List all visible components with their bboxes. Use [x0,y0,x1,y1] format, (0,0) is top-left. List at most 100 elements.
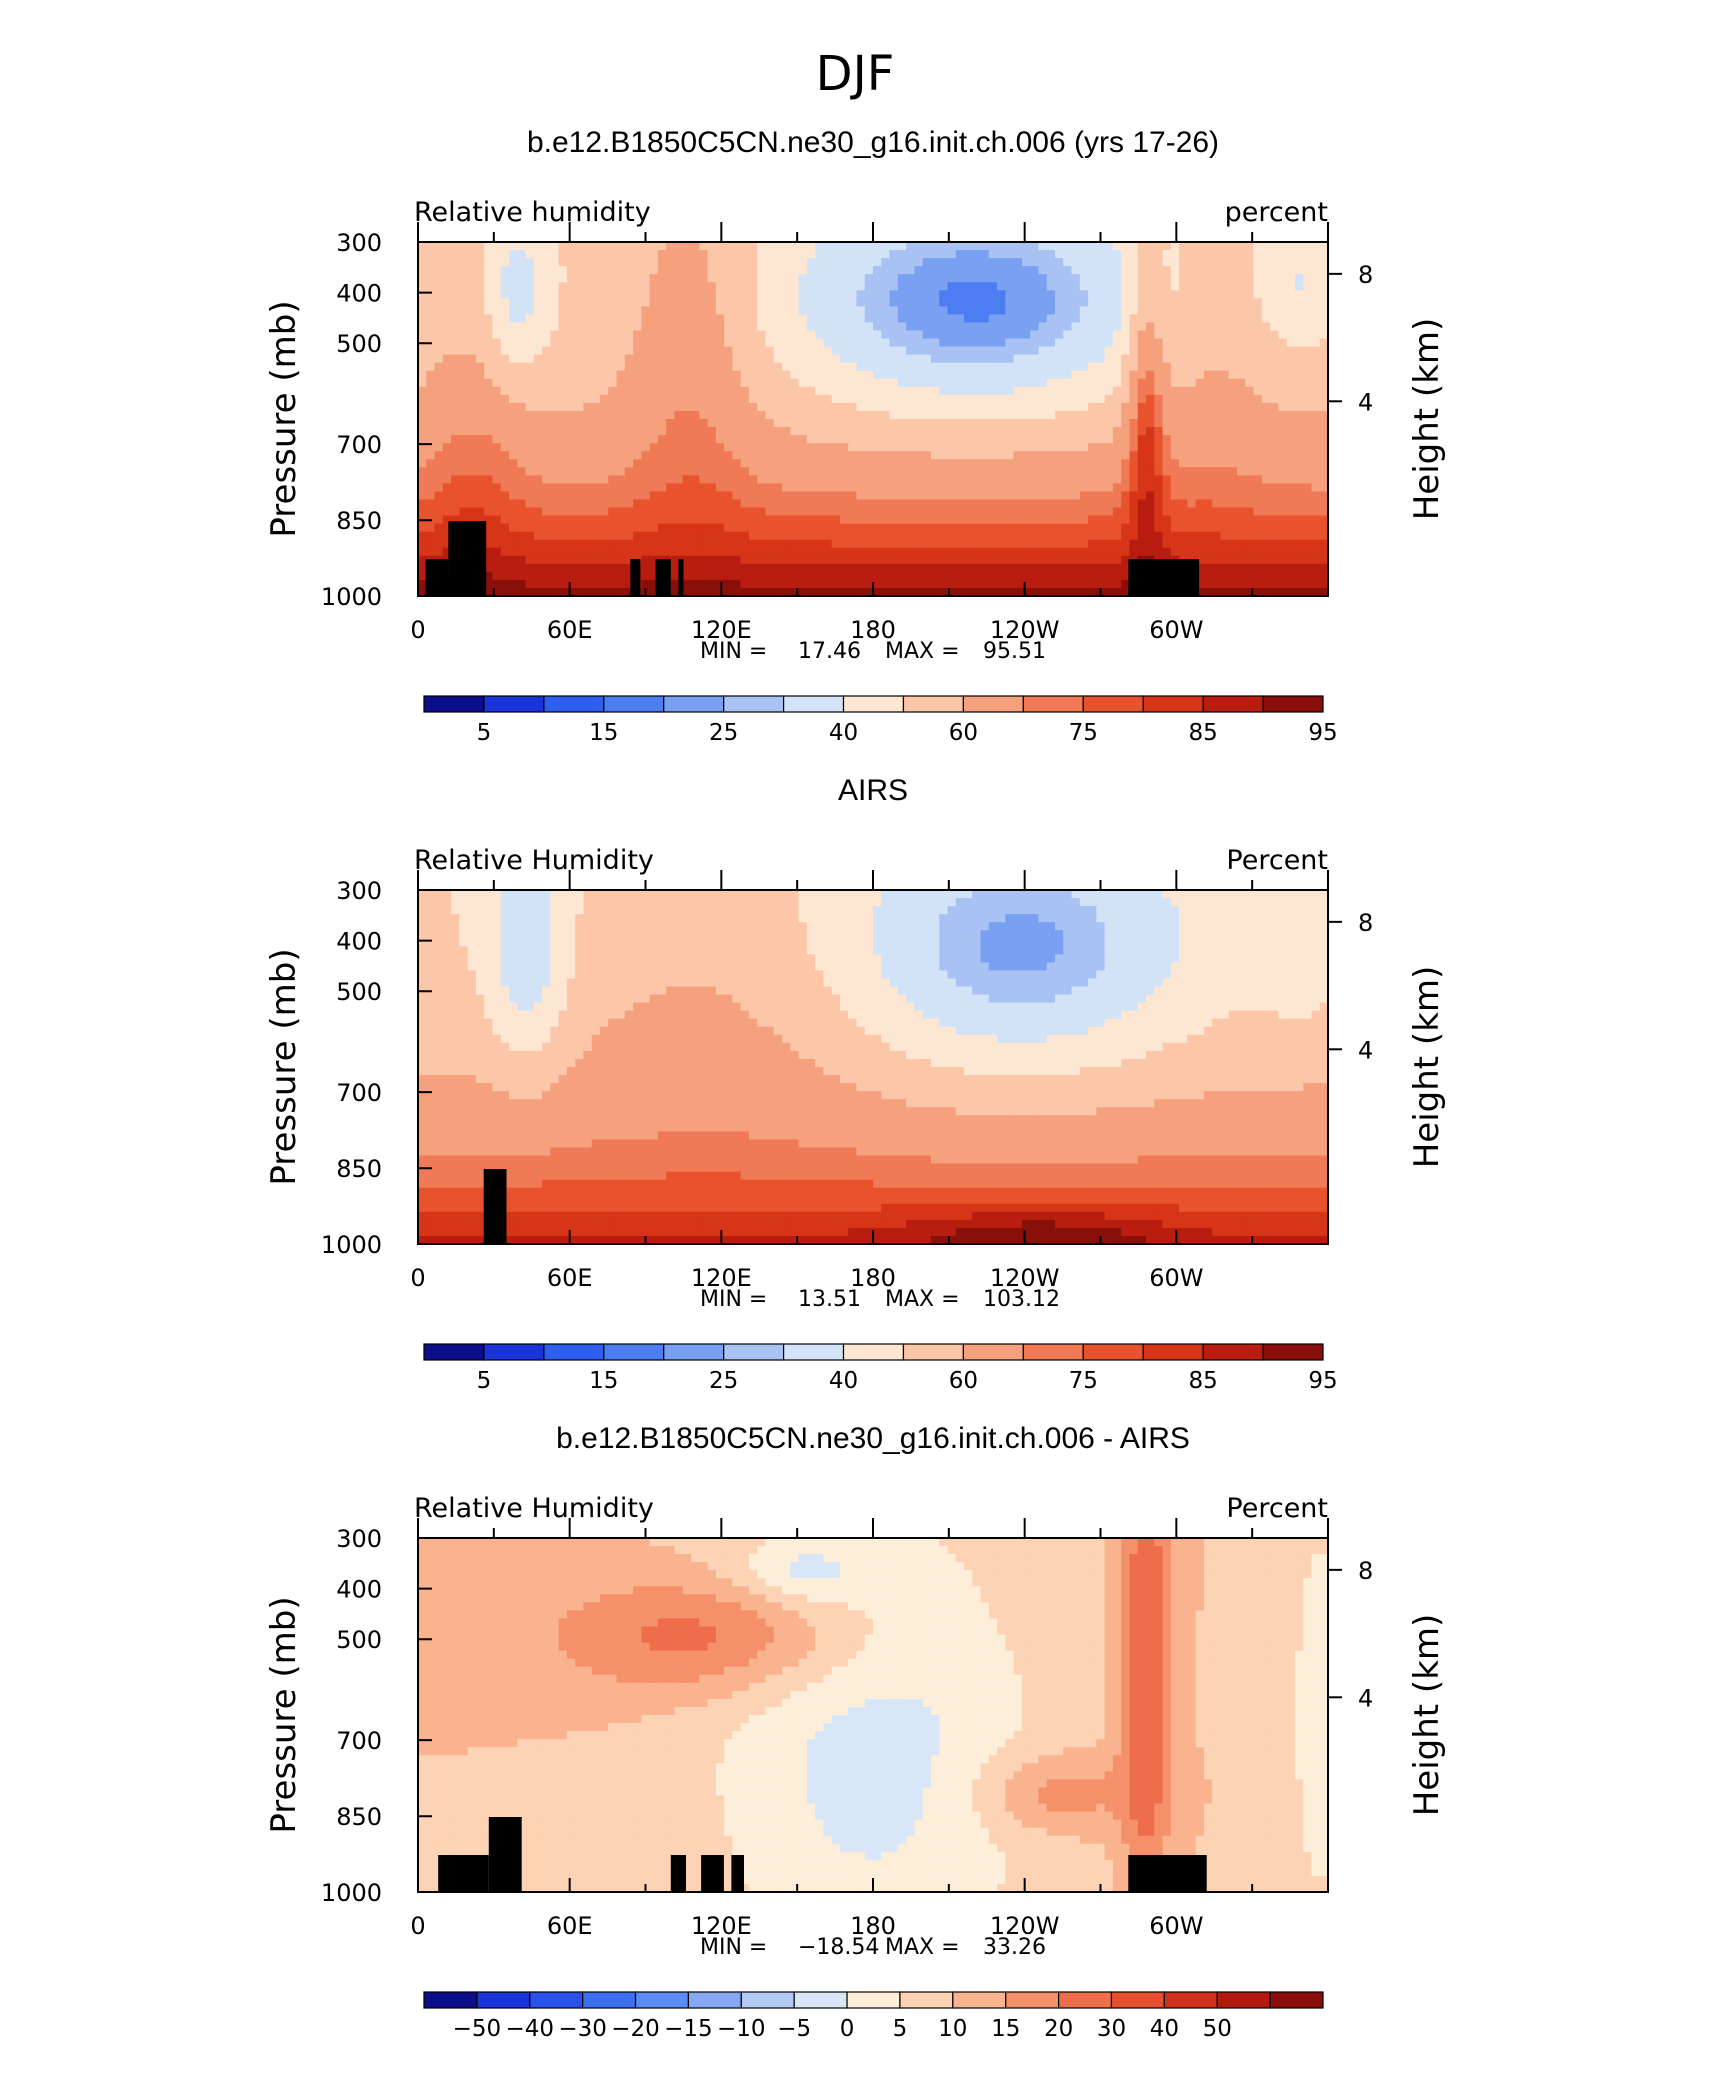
heatmap-cell [831,274,841,283]
heatmap-cell [1088,354,1097,364]
heatmap-cell [707,306,717,316]
heatmap-cell [988,330,998,340]
heatmap-cell [1005,322,1015,332]
heatmap-cell [972,507,982,517]
heatmap-cell [583,386,593,396]
heatmap-cell [600,443,609,452]
heatmap-cell [1104,499,1114,509]
heatmap-cell [873,587,882,597]
heatmap-cell [1129,378,1139,388]
heatmap-cell [839,362,849,372]
heatmap-cell [881,306,891,316]
heatmap-cell [1079,330,1089,340]
heatmap-cell [1253,410,1263,420]
heatmap-cell [955,427,965,436]
heatmap-cell [583,435,593,444]
heatmap-cell [1129,274,1139,283]
heatmap-cell [492,250,502,259]
heatmap-cell [1195,314,1205,324]
heatmap-cell [666,258,676,267]
heatmap-cell [939,338,949,348]
heatmap-cell [947,499,957,509]
heatmap-cell [616,467,626,476]
heatmap-cell [1013,579,1023,589]
heatmap-cell [939,539,949,549]
heatmap-cell [1071,354,1081,364]
heatmap-cell [757,483,767,493]
heatmap-cell [1096,523,1106,533]
heatmap-cell [1088,330,1097,340]
heatmap-cell [1071,266,1081,275]
heatmap-cell [591,451,601,460]
heatmap-cell [1063,378,1073,388]
heatmap-cell [1261,459,1271,468]
heatmap-cell [500,290,510,299]
heatmap-cell [757,282,767,291]
heatmap-cell [790,571,800,581]
heatmap-cell [1261,338,1271,348]
heatmap-cell [550,451,560,460]
heatmap-cell [782,402,791,412]
heatmap-cell [1294,266,1304,275]
heatmap-cell [988,370,998,380]
heatmap-cell [1021,491,1031,501]
heatmap-cell [1319,250,1329,259]
heatmap-cell [1121,258,1131,267]
heatmap-cell [1121,266,1131,275]
heatmap-cell [509,475,518,484]
heatmap-cell [980,258,990,267]
heatmap-cell [732,410,742,420]
heatmap-cell [1212,507,1222,517]
heatmap-cell [1096,410,1106,420]
heatmap-cell [790,266,800,275]
heatmap-cell [550,266,560,275]
heatmap-cell [798,290,808,299]
heatmap-cell [1179,547,1188,557]
heatmap-cell [1013,539,1023,549]
heatmap-cell [467,330,477,340]
heatmap-cell [1278,354,1288,364]
heatmap-cell [964,306,973,316]
heatmap-cell [831,266,841,275]
heatmap-cell [798,571,808,581]
heatmap-cell [765,290,775,299]
heatmap-cell [782,370,791,380]
heatmap-cell [624,322,634,332]
heatmap-cell [1030,370,1040,380]
heatmap-cell [1137,290,1147,299]
heatmap-cell [533,290,543,299]
heatmap-cell [451,330,460,340]
heatmap-cell [1137,330,1147,340]
heatmap-cell [657,314,667,324]
heatmap-cell [1278,427,1288,436]
heatmap-cell [1021,330,1031,340]
heatmap-cell [815,443,824,452]
heatmap-cell [442,354,452,364]
heatmap-cell [815,531,824,541]
heatmap-cell [442,443,452,452]
heatmap-cell [1237,306,1246,316]
heatmap-cell [873,451,882,460]
heatmap-cell [1096,330,1106,340]
heatmap-cell [558,443,568,452]
heatmap-cell [1179,539,1188,549]
heatmap-cell [682,242,692,251]
heatmap-cell [1030,298,1040,307]
heatmap-cell [856,258,866,267]
variable-label: Relative Humidity [414,845,654,876]
heatmap-cell [558,499,568,509]
heatmap-cell [1170,394,1180,404]
heatmap-cell [1088,258,1097,267]
heatmap-cell [624,531,634,541]
heatmap-cell [633,258,642,267]
heatmap-cell [1129,410,1139,420]
heatmap-cell [1203,266,1213,275]
heatmap-cell [500,306,510,316]
heatmap-cell [608,274,618,283]
heatmap-cell [848,459,858,468]
heatmap-cell [442,491,452,501]
heatmap-cell [1195,539,1205,549]
heatmap-cell [467,298,477,307]
heatmap-cell [1096,242,1106,251]
heatmap-cell [839,571,849,581]
